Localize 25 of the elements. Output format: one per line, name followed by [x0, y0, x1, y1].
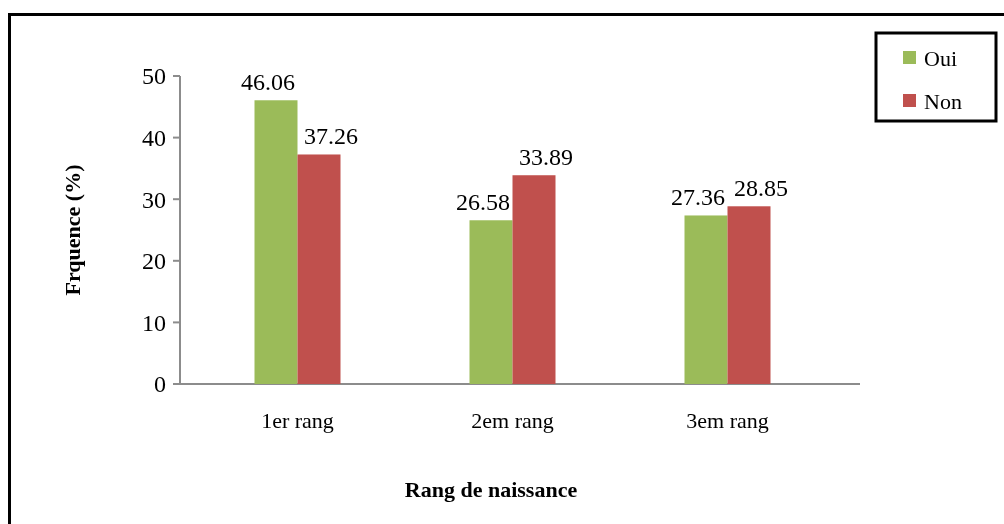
bar	[297, 154, 341, 384]
y-tick-label: 40	[142, 125, 166, 151]
data-label: 27.36	[671, 184, 725, 211]
bar	[469, 220, 513, 384]
data-label: 28.85	[734, 175, 788, 202]
bar	[254, 100, 298, 384]
y-tick-label: 30	[142, 186, 166, 213]
y-axis-title: Frquence (%)	[60, 164, 85, 296]
legend-label: Non	[924, 88, 962, 114]
data-label: 33.89	[519, 144, 573, 171]
data-label: 37.26	[304, 123, 358, 150]
data-label: 26.58	[456, 189, 510, 216]
x-axis-title: Rang de naissance	[404, 477, 578, 502]
y-tick-label: 10	[142, 309, 166, 336]
bar	[512, 175, 556, 384]
bar	[727, 206, 771, 384]
legend-label: Oui	[924, 45, 957, 71]
x-tick-label: 1er rang	[261, 408, 334, 433]
y-tick-label: 20	[142, 248, 166, 275]
x-tick-label: 2em rang	[471, 408, 554, 433]
y-tick-label: 50	[142, 63, 166, 90]
data-label: 46.06	[241, 69, 295, 96]
y-tick-label: 0	[154, 371, 166, 398]
x-tick-label: 3em rang	[686, 408, 769, 433]
bar	[684, 215, 728, 384]
